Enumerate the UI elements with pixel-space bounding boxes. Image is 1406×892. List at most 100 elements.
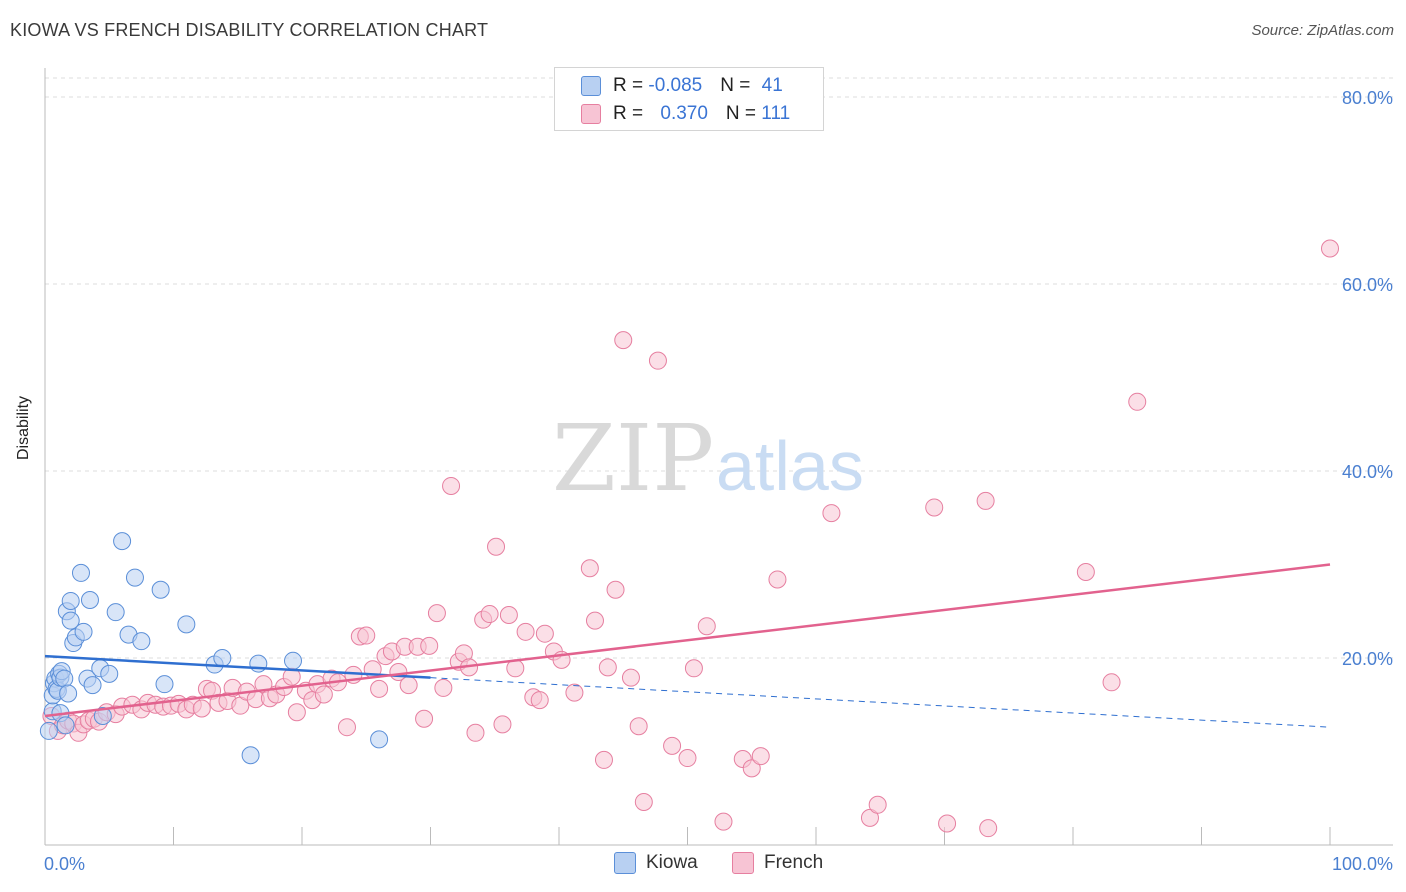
- kiowa-point: [39, 721, 58, 740]
- kiowa-point: [59, 684, 78, 703]
- french-point: [516, 622, 535, 641]
- french-point: [598, 658, 617, 677]
- kiowa-point: [113, 532, 132, 551]
- watermark-atlas: atlas: [716, 427, 864, 505]
- kiowa-r-label: R =: [613, 75, 649, 96]
- french-swatch: [581, 104, 601, 124]
- french-point: [742, 759, 761, 778]
- kiowa-point: [56, 716, 75, 735]
- kiowa-point: [370, 730, 389, 749]
- french-point: [925, 498, 944, 517]
- kiowa-point: [80, 591, 99, 610]
- x-tick-labels: 0.0% 100.0%: [44, 854, 1393, 874]
- kiowa-point: [177, 615, 196, 634]
- french-n-label: N =: [725, 103, 762, 124]
- french-point: [493, 715, 512, 734]
- french-point: [399, 676, 418, 695]
- french-n-value: 111: [761, 103, 791, 124]
- french-point: [648, 351, 667, 370]
- french-point: [530, 691, 549, 710]
- chart-title: KIOWA VS FRENCH DISABILITY CORRELATION C…: [10, 20, 489, 40]
- french-points: [42, 239, 1339, 838]
- kiowa-legend-swatch: [614, 852, 636, 874]
- french-point: [684, 659, 703, 678]
- french-r-value: 0.370: [660, 103, 708, 124]
- french-point: [634, 792, 653, 811]
- french-point: [768, 570, 787, 589]
- french-point: [370, 679, 389, 698]
- french-point: [1128, 392, 1147, 411]
- french-point: [868, 795, 887, 814]
- watermark: ZIP atlas: [552, 405, 864, 512]
- french-legend-label: French: [764, 852, 824, 873]
- kiowa-point: [71, 563, 90, 582]
- kiowa-point: [241, 746, 260, 765]
- y-tick-label: 20.0%: [1342, 649, 1393, 669]
- french-point: [678, 749, 697, 768]
- french-point: [621, 668, 640, 687]
- watermark-zip: ZIP: [552, 405, 714, 512]
- kiowa-legend-label: Kiowa: [646, 852, 698, 873]
- french-r-label: R =: [613, 103, 649, 124]
- french-point: [585, 611, 604, 630]
- y-tick-labels: 20.0% 40.0% 60.0% 80.0%: [1342, 88, 1393, 669]
- french-point: [192, 699, 211, 718]
- french-point: [480, 605, 499, 624]
- french-point: [466, 723, 485, 742]
- kiowa-point: [132, 632, 151, 651]
- french-point: [434, 678, 453, 697]
- french-point: [565, 683, 584, 702]
- french-point: [420, 636, 439, 655]
- french-trend-line: [44, 563, 1331, 718]
- legend-row-kiowa: R = -0.085 N = 41: [555, 72, 783, 100]
- bottom-legend-french: French: [732, 852, 823, 874]
- kiowa-points: [39, 532, 389, 765]
- y-tick-label: 80.0%: [1342, 88, 1393, 108]
- french-point: [714, 812, 733, 831]
- french-point: [314, 685, 333, 704]
- kiowa-swatch: [581, 76, 601, 96]
- kiowa-point: [93, 706, 112, 725]
- kiowa-point: [213, 649, 232, 667]
- grid-lines: [45, 77, 1393, 659]
- x-tick-label-min: 0.0%: [44, 854, 85, 874]
- french-point: [979, 819, 998, 838]
- kiowa-point: [284, 651, 303, 670]
- french-point: [1076, 562, 1095, 581]
- french-point: [499, 605, 518, 624]
- kiowa-n-value: 41: [761, 75, 783, 96]
- kiowa-n-label: N =: [720, 75, 756, 96]
- french-point: [287, 703, 306, 722]
- french-point: [751, 747, 770, 766]
- french-point: [427, 604, 446, 623]
- french-point: [606, 580, 625, 599]
- kiowa-point: [83, 676, 102, 695]
- french-point: [580, 559, 599, 578]
- source-label: Source: ZipAtlas.com: [1251, 22, 1394, 39]
- legend-box: R = -0.085 N = 41 R = 0.370 N = 111: [554, 67, 824, 131]
- french-point: [357, 626, 376, 645]
- french-point: [663, 736, 682, 755]
- french-point: [535, 624, 554, 643]
- french-point: [1102, 673, 1121, 692]
- french-point: [442, 476, 461, 495]
- french-point: [487, 537, 506, 556]
- french-point: [337, 718, 356, 737]
- trend-lines: [44, 563, 1331, 728]
- kiowa-point: [106, 603, 125, 622]
- kiowa-r-value: -0.085: [648, 75, 703, 96]
- y-tick-label: 40.0%: [1342, 462, 1393, 482]
- french-point: [1321, 239, 1339, 258]
- kiowa-point: [61, 611, 80, 630]
- kiowa-point: [55, 669, 74, 688]
- bottom-legend-kiowa: Kiowa: [614, 852, 698, 874]
- french-point: [629, 717, 648, 736]
- x-tick-label-max: 100.0%: [1332, 854, 1393, 874]
- kiowa-point: [125, 568, 144, 587]
- legend-row-french: R = 0.370 N = 111: [555, 100, 790, 128]
- french-legend-swatch: [732, 852, 754, 874]
- kiowa-trend-line: [44, 654, 431, 679]
- french-point: [822, 504, 841, 523]
- french-point: [594, 750, 613, 769]
